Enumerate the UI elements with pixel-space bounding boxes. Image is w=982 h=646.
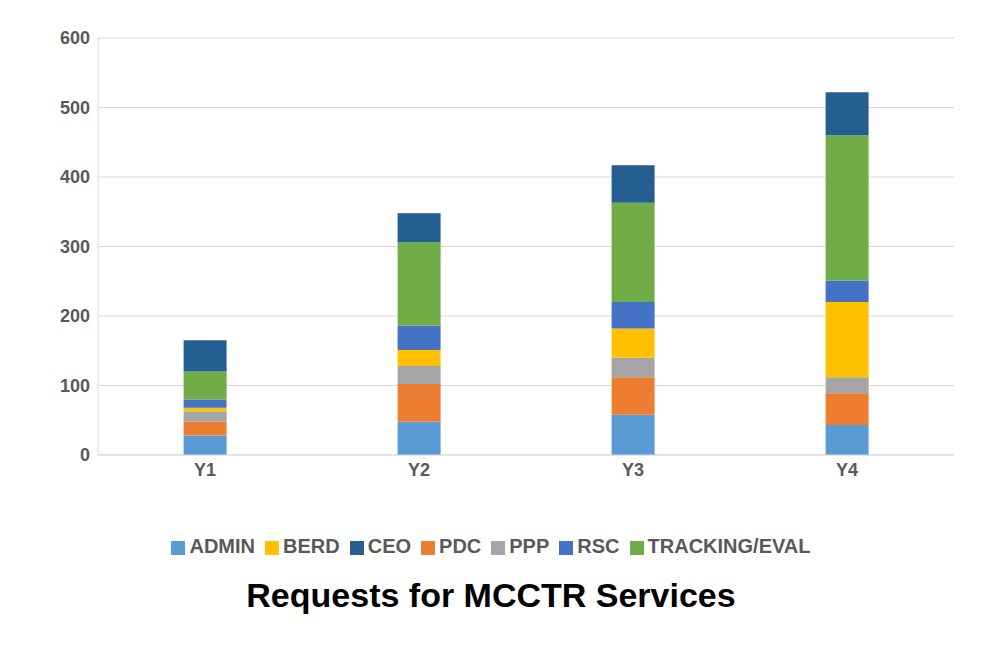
svg-text:Y2: Y2: [408, 460, 430, 480]
svg-text:Y1: Y1: [194, 460, 216, 480]
svg-text:500: 500: [60, 98, 90, 118]
svg-text:400: 400: [60, 167, 90, 187]
svg-text:600: 600: [60, 28, 90, 48]
html-text:CEO: CEO: [367, 535, 411, 557]
svg-text:0: 0: [80, 445, 90, 465]
html-text:PPP: PPP: [509, 535, 550, 557]
html-text:ADMIN: ADMIN: [189, 535, 255, 557]
html-text:PDC: PDC: [439, 535, 482, 557]
svg-text:100: 100: [60, 376, 90, 396]
svg-text:300: 300: [60, 237, 90, 257]
html-text:BERD: BERD: [283, 535, 340, 557]
html-text:Requests for MCCTR Services: Requests for MCCTR Services: [246, 576, 736, 614]
html-text:TRACKING/EVAL: TRACKING/EVAL: [647, 535, 811, 557]
svg-text:Y4: Y4: [836, 460, 858, 480]
html-text:RSC: RSC: [577, 535, 620, 557]
svg-text:200: 200: [60, 306, 90, 326]
svg-text:Y3: Y3: [622, 460, 644, 480]
